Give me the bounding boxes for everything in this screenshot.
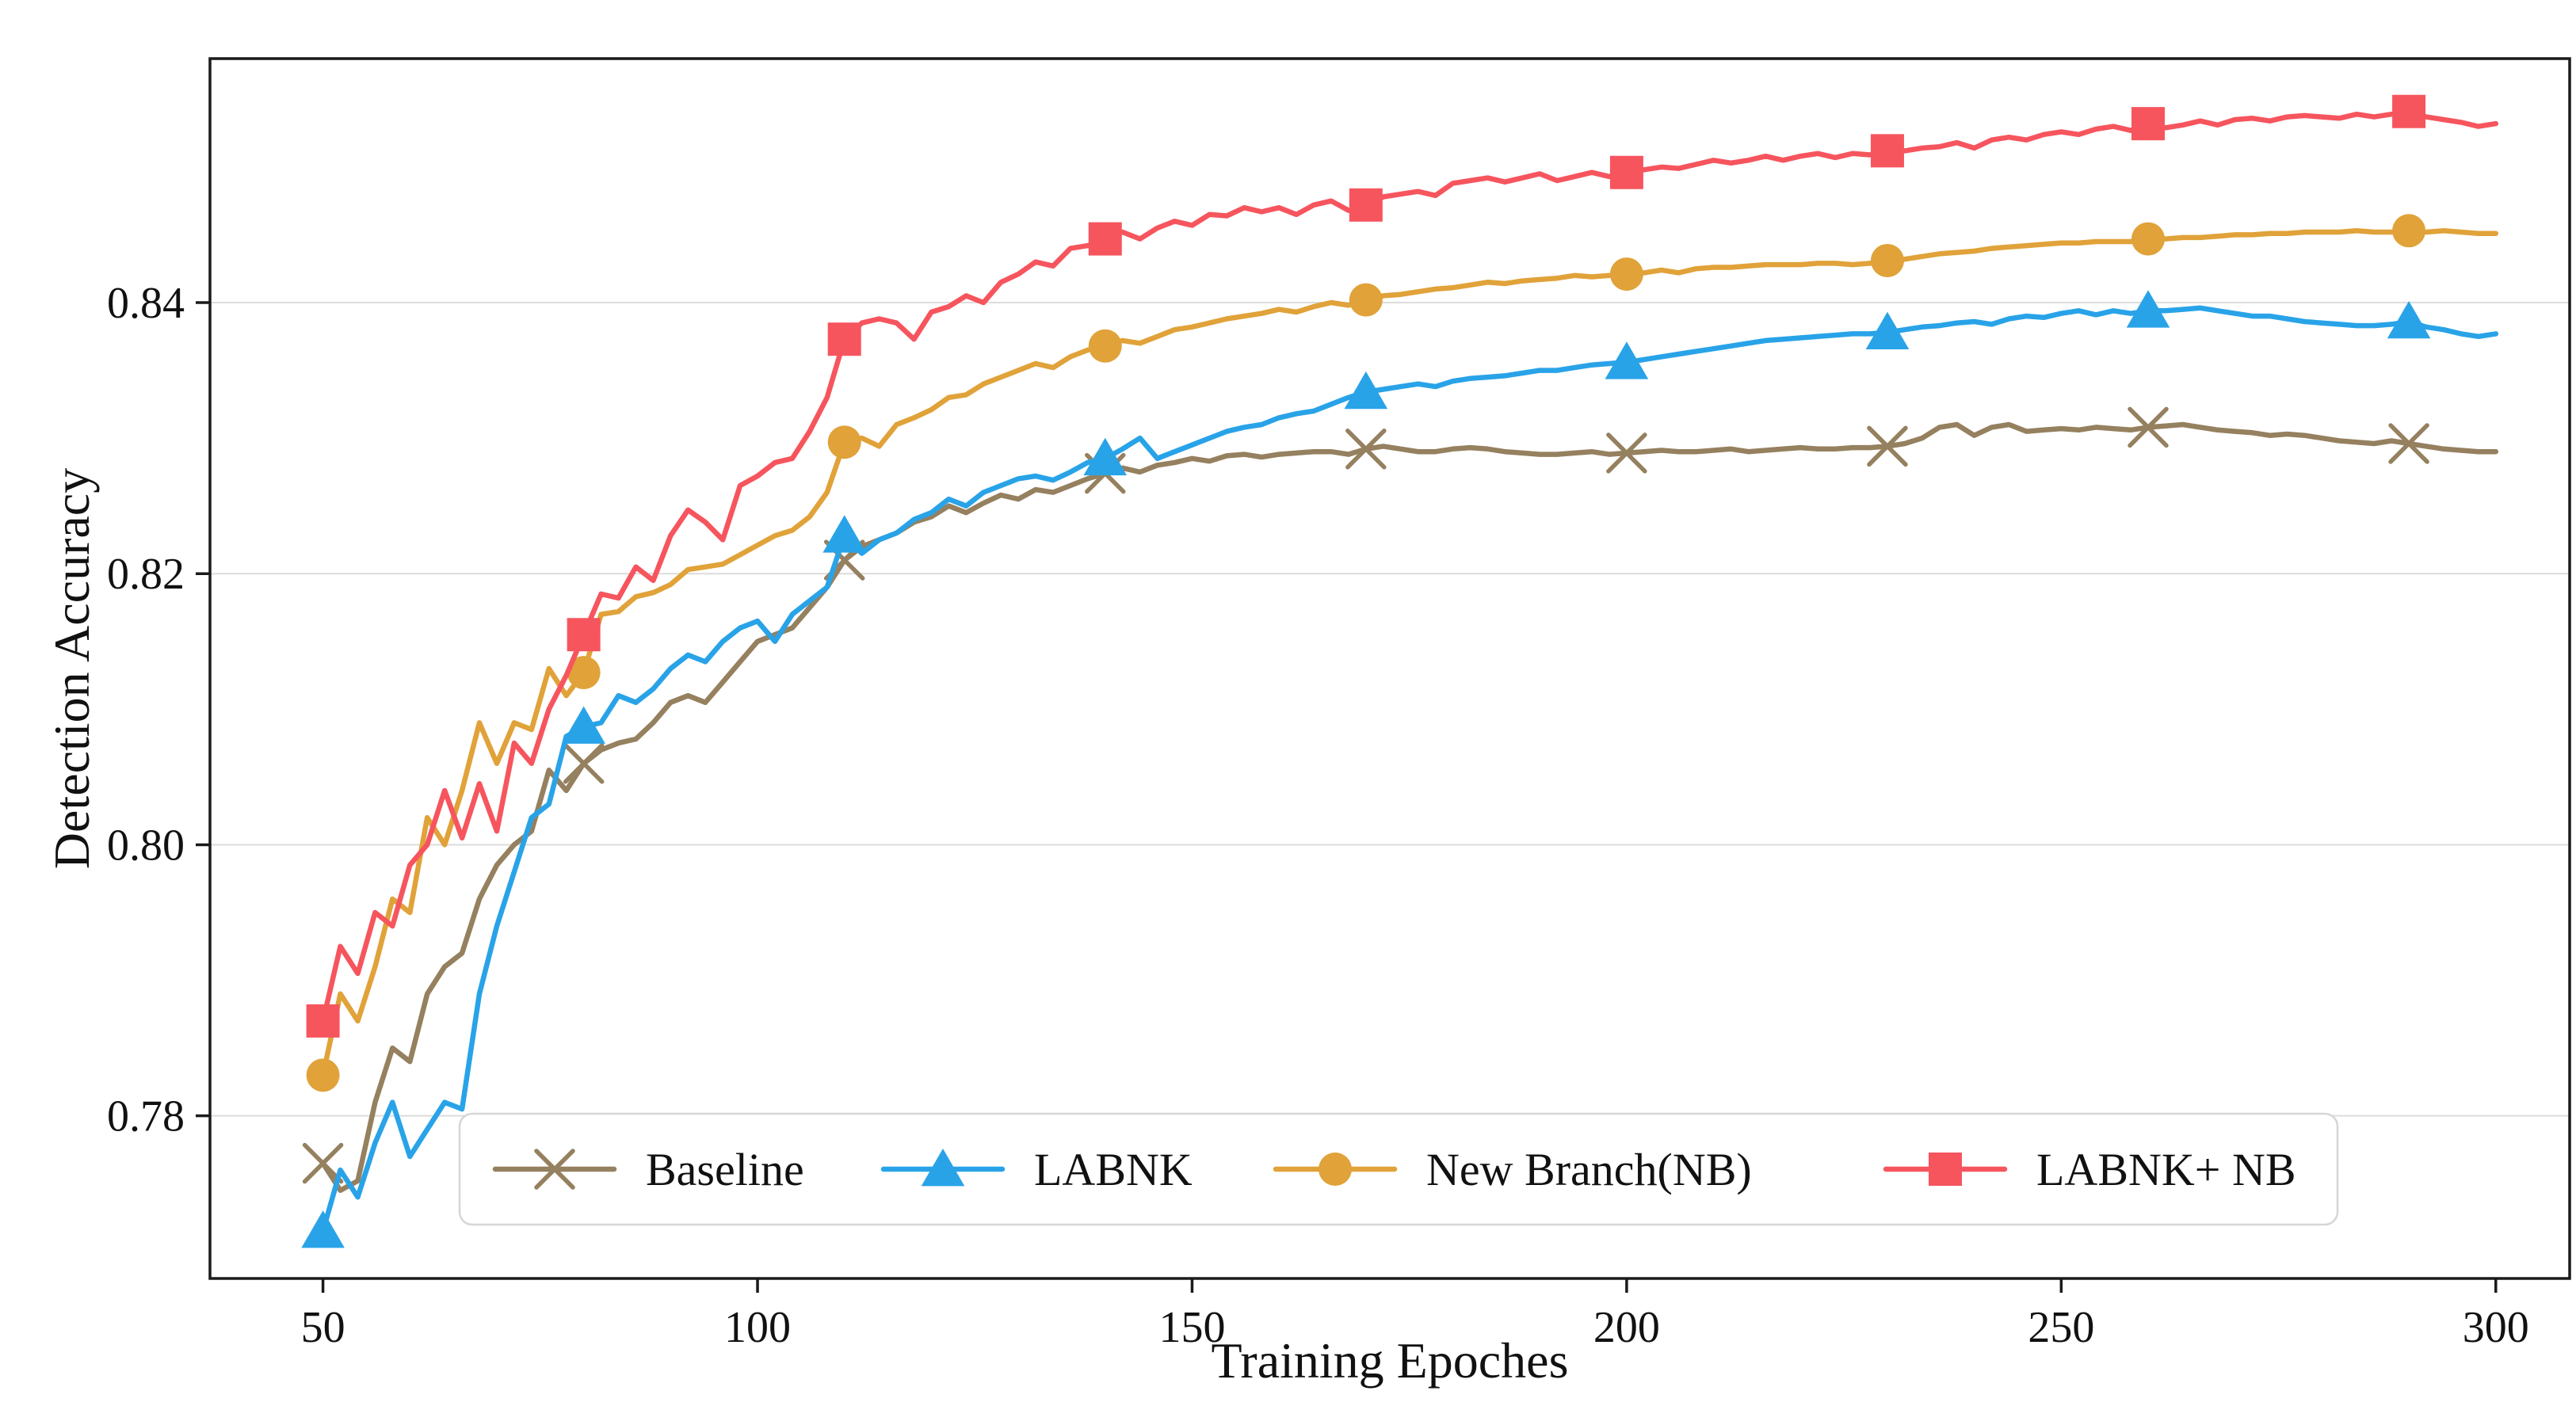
x-axis-label: Training Epoches bbox=[1212, 1332, 1569, 1389]
series-circle-marker bbox=[567, 656, 601, 690]
series-triangle-marker bbox=[1865, 311, 1910, 349]
series-line bbox=[320, 421, 2499, 1194]
series-x-marker bbox=[1345, 429, 1387, 470]
legend-item-new-branch-nb-: New Branch(NB) bbox=[1273, 1144, 1752, 1195]
series-triangle-marker bbox=[2387, 300, 2431, 339]
y-tick-label: 0.84 bbox=[107, 279, 185, 328]
series-line bbox=[320, 228, 2499, 1078]
series-line bbox=[320, 305, 2499, 1234]
series-triangle-marker bbox=[562, 706, 605, 744]
series-square-marker bbox=[1609, 155, 1643, 189]
legend-box bbox=[458, 1112, 2339, 1226]
series-circle-marker bbox=[306, 1058, 340, 1092]
x-tick-label: 200 bbox=[1593, 1303, 1660, 1352]
series-square-marker bbox=[306, 1004, 340, 1038]
legend-label: LABNK bbox=[1034, 1144, 1193, 1195]
series-circle-marker bbox=[2131, 222, 2166, 256]
series-x-marker bbox=[563, 743, 605, 784]
x-tick-label: 100 bbox=[724, 1303, 791, 1352]
legend-item-labnk: LABNK bbox=[880, 1144, 1193, 1195]
y-tick-label: 0.80 bbox=[107, 821, 185, 870]
series-x-marker bbox=[1606, 432, 1647, 474]
series-circle-marker bbox=[1609, 257, 1643, 291]
legend-label: New Branch(NB) bbox=[1426, 1144, 1752, 1195]
series-circle-marker bbox=[2392, 214, 2426, 248]
legend-circle-marker bbox=[1319, 1153, 1352, 1186]
legend-triangle-marker bbox=[921, 1149, 965, 1187]
x-tick-label: 50 bbox=[301, 1303, 345, 1352]
series-square-marker bbox=[567, 618, 601, 652]
series-labnk-nb bbox=[306, 94, 2499, 1038]
series-square-marker bbox=[1870, 134, 1904, 168]
legend-x-marker bbox=[534, 1149, 575, 1190]
series-baseline bbox=[302, 406, 2499, 1194]
series-square-marker bbox=[2392, 94, 2426, 128]
series-x-marker bbox=[2128, 406, 2169, 448]
series-new-branch-nb- bbox=[306, 214, 2499, 1092]
series-triangle-marker bbox=[822, 515, 867, 553]
series-triangle-marker bbox=[1344, 371, 1388, 410]
x-tick-label: 150 bbox=[1158, 1303, 1225, 1352]
series-triangle-marker bbox=[1083, 437, 1128, 476]
y-tick-label: 0.78 bbox=[107, 1092, 185, 1141]
legend-square-marker bbox=[1929, 1153, 1962, 1186]
y-axis-label: Detection Accuracy bbox=[44, 468, 100, 869]
y-tick-label: 0.82 bbox=[107, 550, 185, 599]
legend-label: Baseline bbox=[646, 1144, 804, 1195]
series-circle-marker bbox=[1349, 283, 1383, 317]
series-triangle-marker bbox=[301, 1210, 345, 1248]
legend: Baseline LABNK New Branch(NB) LABNK+ NB bbox=[458, 1112, 2339, 1226]
series-triangle-marker bbox=[1605, 341, 1649, 379]
series-square-marker bbox=[1349, 188, 1383, 222]
legend-item-baseline: Baseline bbox=[492, 1144, 804, 1195]
series-square-marker bbox=[2131, 107, 2166, 141]
series-line bbox=[320, 109, 2499, 1024]
series-square-marker bbox=[827, 322, 861, 356]
x-tick-label: 250 bbox=[2028, 1303, 2094, 1352]
series-square-marker bbox=[1088, 222, 1122, 256]
legend-label: LABNK+ NB bbox=[2036, 1144, 2296, 1195]
series-triangle-marker bbox=[2126, 290, 2170, 328]
series-x-marker bbox=[1867, 425, 1908, 467]
series-labnk bbox=[301, 290, 2499, 1248]
chart-figure: 50 100 150 200 250 300 0.78 0.80 0.82 0.84 Trainin… bbox=[32, 13, 2576, 1393]
series-circle-marker bbox=[827, 425, 861, 459]
series-x-marker bbox=[2388, 423, 2429, 464]
series-circle-marker bbox=[1870, 243, 1904, 277]
line-chart: 50 100 150 200 250 300 0.78 0.80 0.82 0.84 Trainin… bbox=[44, 57, 2571, 1389]
series-x-marker bbox=[302, 1142, 344, 1184]
legend-item-labnk-nb: LABNK+ NB bbox=[1883, 1144, 2296, 1195]
plot-box bbox=[208, 57, 2571, 1280]
x-tick-label: 300 bbox=[2463, 1303, 2529, 1352]
series-circle-marker bbox=[1088, 329, 1122, 363]
